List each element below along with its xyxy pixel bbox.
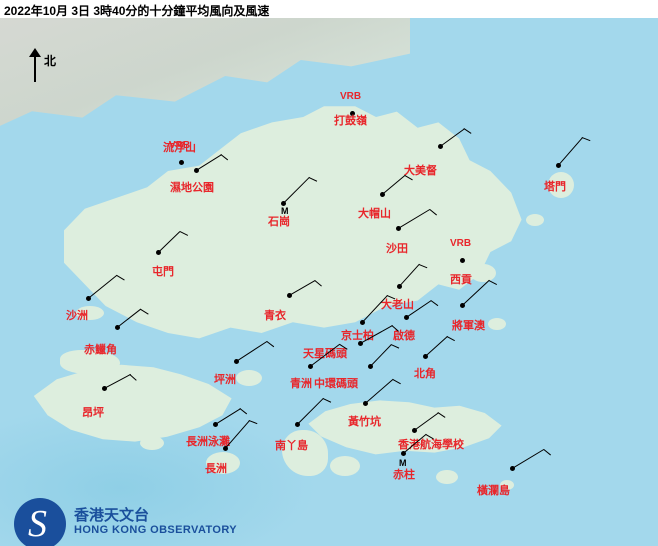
island-shape bbox=[140, 436, 164, 450]
station-name-label: 西貢 bbox=[450, 274, 472, 286]
island-shape bbox=[330, 456, 360, 476]
station-dot-icon bbox=[358, 341, 363, 346]
variable-wind-label: VRB bbox=[169, 140, 191, 151]
station-name-label: 屯門 bbox=[152, 266, 174, 278]
station-name-label: 青洲 bbox=[290, 378, 312, 390]
north-arrow-shaft bbox=[34, 54, 36, 82]
island-shape bbox=[488, 318, 506, 330]
station-dot-icon bbox=[287, 293, 292, 298]
station-name-label: 流浮山 bbox=[163, 142, 196, 154]
wind-map: 北 VRB 打鼓嶺 VRB 流浮山 濕地公園 石崗 大美督 塔門 大帽山 沙田 屯門 VRB 西貢 大老山… bbox=[0, 18, 658, 546]
island-shape bbox=[526, 214, 544, 226]
station-name-label: 京士柏 bbox=[341, 330, 374, 342]
station-dot-icon bbox=[460, 258, 465, 263]
station-dot-icon bbox=[360, 320, 365, 325]
station-name-label: 天星碼頭 bbox=[303, 348, 347, 360]
station-name-label: 沙洲 bbox=[66, 310, 88, 322]
station-name-label: 南丫島 bbox=[275, 440, 308, 452]
station-name-label: 長洲泳灘 bbox=[186, 436, 230, 448]
north-arrow: 北 bbox=[22, 46, 56, 90]
station-name-label: 黃竹坑 bbox=[348, 416, 381, 428]
station-dot-icon bbox=[363, 401, 368, 406]
north-arrow-head bbox=[29, 48, 41, 57]
island-shape bbox=[206, 452, 240, 474]
station-dot-icon bbox=[179, 160, 184, 165]
hko-logo: 香港天文台 HONG KONG OBSERVATORY bbox=[10, 496, 260, 546]
station-dot-icon bbox=[223, 446, 228, 451]
station-name-label: 青衣 bbox=[264, 310, 286, 322]
station-dot-icon bbox=[397, 284, 402, 289]
station-name-label: 昂坪 bbox=[82, 407, 104, 419]
island-shape bbox=[60, 350, 120, 374]
station-dot-icon bbox=[308, 364, 313, 369]
station-dot-icon bbox=[401, 451, 406, 456]
station-name-label: 打鼓嶺 bbox=[334, 115, 367, 127]
hko-logo-name-zh: 香港天文台 bbox=[74, 507, 150, 524]
marker-m-stanley: M bbox=[399, 458, 407, 468]
island-shape bbox=[76, 306, 104, 320]
station-dot-icon bbox=[556, 163, 561, 168]
station-name-label: 將軍澳 bbox=[452, 320, 485, 332]
island-shape bbox=[500, 480, 514, 490]
station-name-label: 大帽山 bbox=[358, 208, 391, 220]
station-dot-icon bbox=[380, 192, 385, 197]
station-dot-icon bbox=[281, 201, 286, 206]
station-name-label: 濕地公園 bbox=[170, 182, 214, 194]
station-dot-icon bbox=[368, 364, 373, 369]
station-name-label: 香港航海學校 bbox=[398, 439, 464, 451]
hko-logo-name-en: HONG KONG OBSERVATORY bbox=[74, 524, 238, 536]
station-name-label: 大美督 bbox=[404, 165, 437, 177]
variable-wind-label: VRB bbox=[450, 238, 472, 249]
station-dot-icon bbox=[460, 303, 465, 308]
north-label: 北 bbox=[44, 54, 57, 68]
station-name-label: 沙田 bbox=[386, 243, 408, 255]
station-dot-icon bbox=[234, 359, 239, 364]
station-dot-icon bbox=[350, 111, 355, 116]
hko-logo-mark bbox=[14, 498, 66, 546]
island-shape bbox=[470, 264, 496, 282]
station-name-label: 赤鱲角 bbox=[84, 344, 117, 356]
station-name-label: 赤柱 bbox=[393, 469, 415, 481]
station-dot-icon bbox=[102, 386, 107, 391]
marker-m-shek-kong: M bbox=[281, 206, 289, 216]
station-name-label: 中環碼頭 bbox=[314, 378, 358, 390]
island-shape bbox=[548, 172, 574, 198]
variable-wind-label: VRB bbox=[340, 91, 362, 102]
page-title: 2022年10月 3日 3時40分的十分鐘平均風向及風速 bbox=[4, 4, 270, 18]
station-dot-icon bbox=[412, 428, 417, 433]
station-dot-icon bbox=[213, 422, 218, 427]
island-shape bbox=[236, 370, 262, 386]
station-dot-icon bbox=[396, 226, 401, 231]
station-name-label: 啟德 bbox=[393, 330, 415, 342]
station-dot-icon bbox=[404, 315, 409, 320]
island-shape bbox=[436, 470, 458, 484]
station-dot-icon bbox=[156, 250, 161, 255]
station-dot-icon bbox=[115, 325, 120, 330]
station-dot-icon bbox=[86, 296, 91, 301]
station-dot-icon bbox=[510, 466, 515, 471]
island-shape bbox=[282, 430, 328, 476]
station-dot-icon bbox=[423, 354, 428, 359]
station-name-label: 長洲 bbox=[205, 463, 227, 475]
station-dot-icon bbox=[438, 144, 443, 149]
station-dot-icon bbox=[194, 168, 199, 173]
station-name-label: 橫瀾島 bbox=[477, 485, 510, 497]
station-dot-icon bbox=[295, 422, 300, 427]
station-name-label: 石崗 bbox=[268, 216, 290, 228]
station-name-label: 北角 bbox=[414, 368, 436, 380]
station-name-label: 大老山 bbox=[381, 299, 414, 311]
station-name-label: 坪洲 bbox=[214, 374, 236, 386]
station-name-label: 塔門 bbox=[544, 181, 566, 193]
